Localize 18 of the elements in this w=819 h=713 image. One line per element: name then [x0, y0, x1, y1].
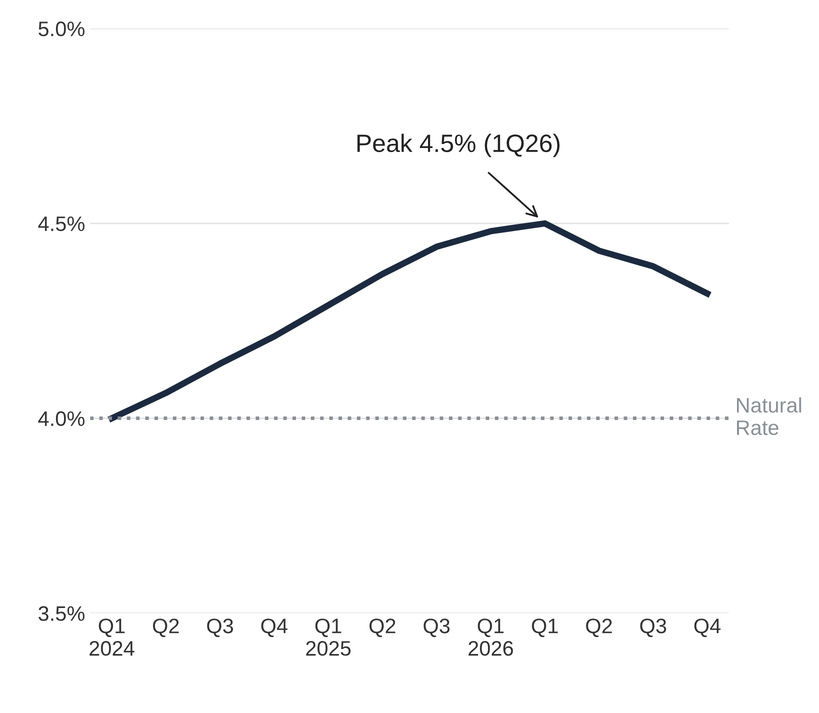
x-tick-label: Q3	[207, 618, 233, 638]
x-tick-label: Q2	[370, 618, 396, 638]
y-tick-label: 5.0%	[38, 22, 84, 36]
x-tick-label: Q4	[261, 618, 288, 638]
x-tick-label: Q1 2025	[306, 618, 351, 656]
x-tick-label: Q4	[694, 618, 721, 638]
ref-line-label: Natural Rate	[737, 397, 802, 436]
y-tick-label: 4.5%	[38, 216, 84, 232]
x-tick-label: Q2	[586, 618, 612, 638]
x-tick-label: Q1	[532, 618, 558, 638]
x-tick-label: Q1 2024	[90, 618, 134, 656]
y-tick-label: 3.5%	[38, 606, 84, 621]
y-tick-label: 4.0%	[38, 411, 84, 426]
x-tick-label: Q3	[640, 618, 666, 638]
x-tick-label: Q3	[424, 618, 450, 638]
x-tick-label: Q1 2026	[468, 618, 513, 656]
annotation: Peak 4.5% (1Q26)	[357, 134, 560, 158]
x-tick-label: Q2	[152, 618, 179, 638]
